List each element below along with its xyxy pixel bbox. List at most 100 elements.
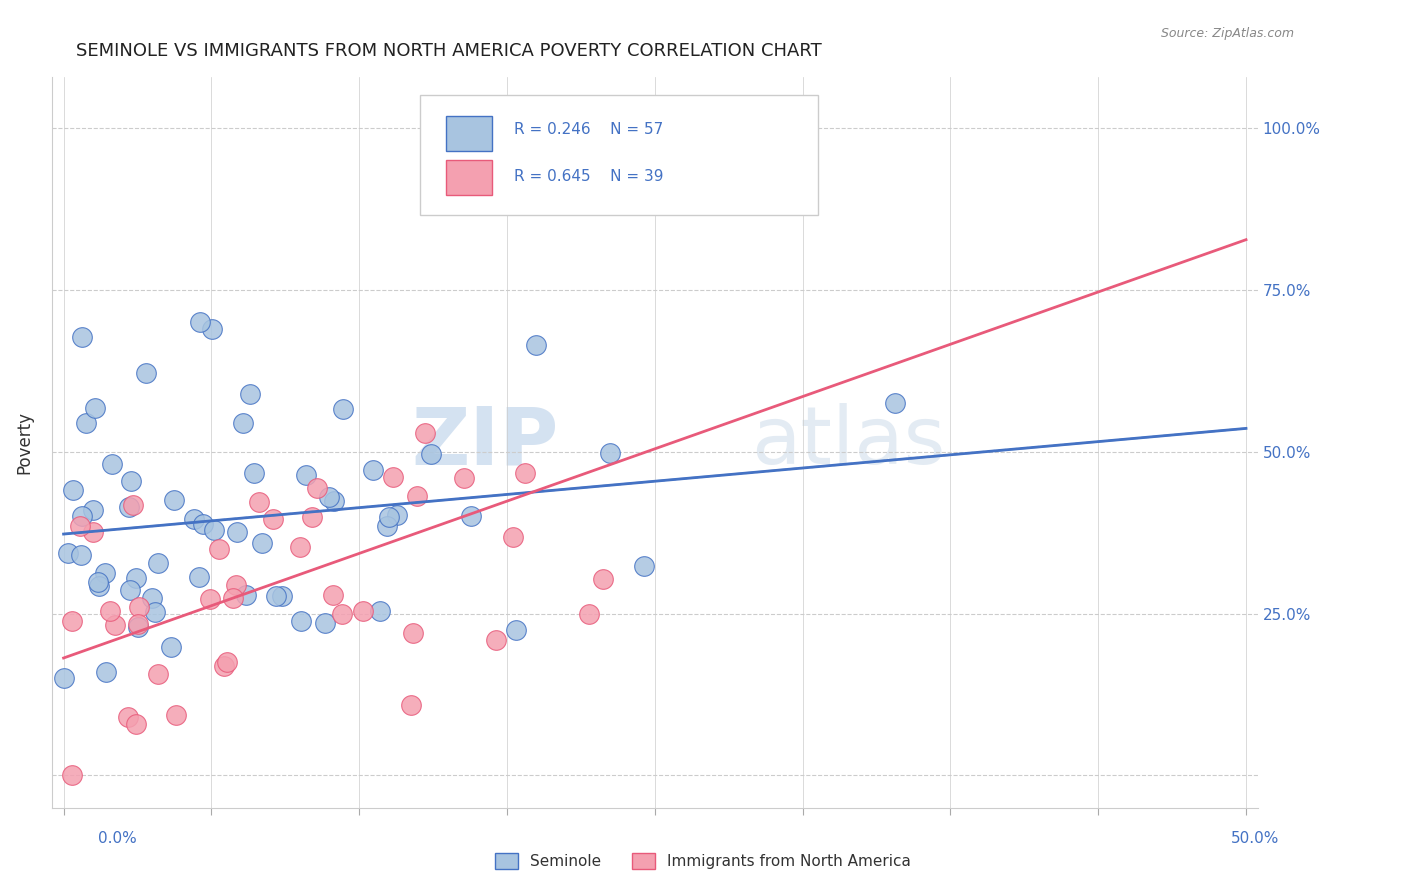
Point [330, 607, 353, 621]
Point [56, 546, 79, 560]
Point [633, 559, 655, 574]
Text: ZIP: ZIP [411, 403, 558, 481]
Point [128, 599, 150, 614]
Point [453, 471, 475, 485]
Point [94, 665, 117, 679]
Point [141, 591, 163, 605]
Point [264, 590, 287, 604]
Point [221, 591, 243, 606]
Point [70, 329, 93, 343]
Text: R = 0.246    N = 57: R = 0.246 N = 57 [513, 121, 664, 136]
Point [87, 579, 110, 593]
Point [252, 536, 274, 550]
Point [83, 401, 105, 415]
Point [69, 518, 91, 533]
Point [125, 716, 148, 731]
Point [76, 416, 98, 430]
Point [232, 416, 254, 430]
Point [318, 491, 340, 505]
Point [301, 509, 323, 524]
Point [146, 556, 169, 570]
Point [94, 566, 117, 580]
Point [127, 617, 149, 632]
Text: 0.0%: 0.0% [98, 831, 138, 846]
Point [202, 523, 225, 537]
Point [352, 604, 374, 618]
Point [524, 338, 547, 352]
Y-axis label: Poverty: Poverty [15, 410, 32, 474]
Point [165, 707, 187, 722]
Point [103, 617, 125, 632]
Point [208, 542, 231, 557]
Point [381, 469, 404, 483]
Point [118, 582, 141, 597]
Point [239, 386, 262, 401]
Point [235, 588, 257, 602]
Point [183, 511, 205, 525]
Point [485, 633, 508, 648]
Point [314, 615, 336, 630]
Point [122, 499, 145, 513]
Point [599, 445, 621, 459]
Point [191, 516, 214, 531]
Point [332, 401, 354, 416]
Point [70, 548, 93, 562]
Point [215, 655, 238, 669]
Point [118, 500, 141, 515]
Point [120, 474, 142, 488]
Point [53, 671, 76, 685]
FancyBboxPatch shape [446, 160, 492, 195]
Point [322, 588, 344, 602]
Point [60, 768, 83, 782]
Point [160, 640, 183, 655]
Point [271, 590, 294, 604]
Text: 50.0%: 50.0% [1232, 831, 1279, 846]
Point [883, 396, 905, 410]
Point [82, 503, 104, 517]
Point [70, 509, 93, 524]
Point [420, 446, 443, 460]
Point [307, 481, 329, 495]
Point [387, 508, 409, 522]
Point [505, 623, 527, 637]
Point [200, 321, 222, 335]
Text: atlas: atlas [751, 403, 946, 481]
Point [135, 366, 157, 380]
Point [86, 574, 108, 589]
Point [401, 698, 423, 712]
Point [163, 493, 186, 508]
Legend: Seminole, Immigrants from North America: Seminole, Immigrants from North America [489, 847, 917, 875]
Point [370, 604, 392, 618]
Point [401, 626, 423, 640]
Point [117, 709, 139, 723]
FancyBboxPatch shape [446, 116, 492, 151]
Point [361, 463, 384, 477]
Text: Source: ZipAtlas.com: Source: ZipAtlas.com [1160, 27, 1294, 40]
FancyBboxPatch shape [419, 95, 818, 216]
Point [592, 572, 614, 586]
Point [127, 619, 149, 633]
Point [146, 667, 169, 681]
Point [98, 604, 121, 618]
Point [578, 607, 600, 621]
Point [82, 524, 104, 539]
Point [100, 457, 122, 471]
Point [405, 489, 427, 503]
Point [262, 512, 284, 526]
Point [502, 530, 524, 544]
Point [460, 508, 482, 523]
Point [247, 494, 270, 508]
Point [413, 426, 436, 441]
Point [143, 605, 166, 619]
Point [225, 578, 247, 592]
Point [212, 659, 235, 673]
Point [513, 466, 536, 480]
Text: SEMINOLE VS IMMIGRANTS FROM NORTH AMERICA POVERTY CORRELATION CHART: SEMINOLE VS IMMIGRANTS FROM NORTH AMERIC… [76, 42, 821, 60]
Point [188, 315, 211, 329]
Point [294, 468, 316, 483]
Point [375, 519, 398, 533]
Point [290, 614, 312, 628]
Point [125, 571, 148, 585]
Point [242, 466, 264, 480]
Point [60, 614, 83, 628]
